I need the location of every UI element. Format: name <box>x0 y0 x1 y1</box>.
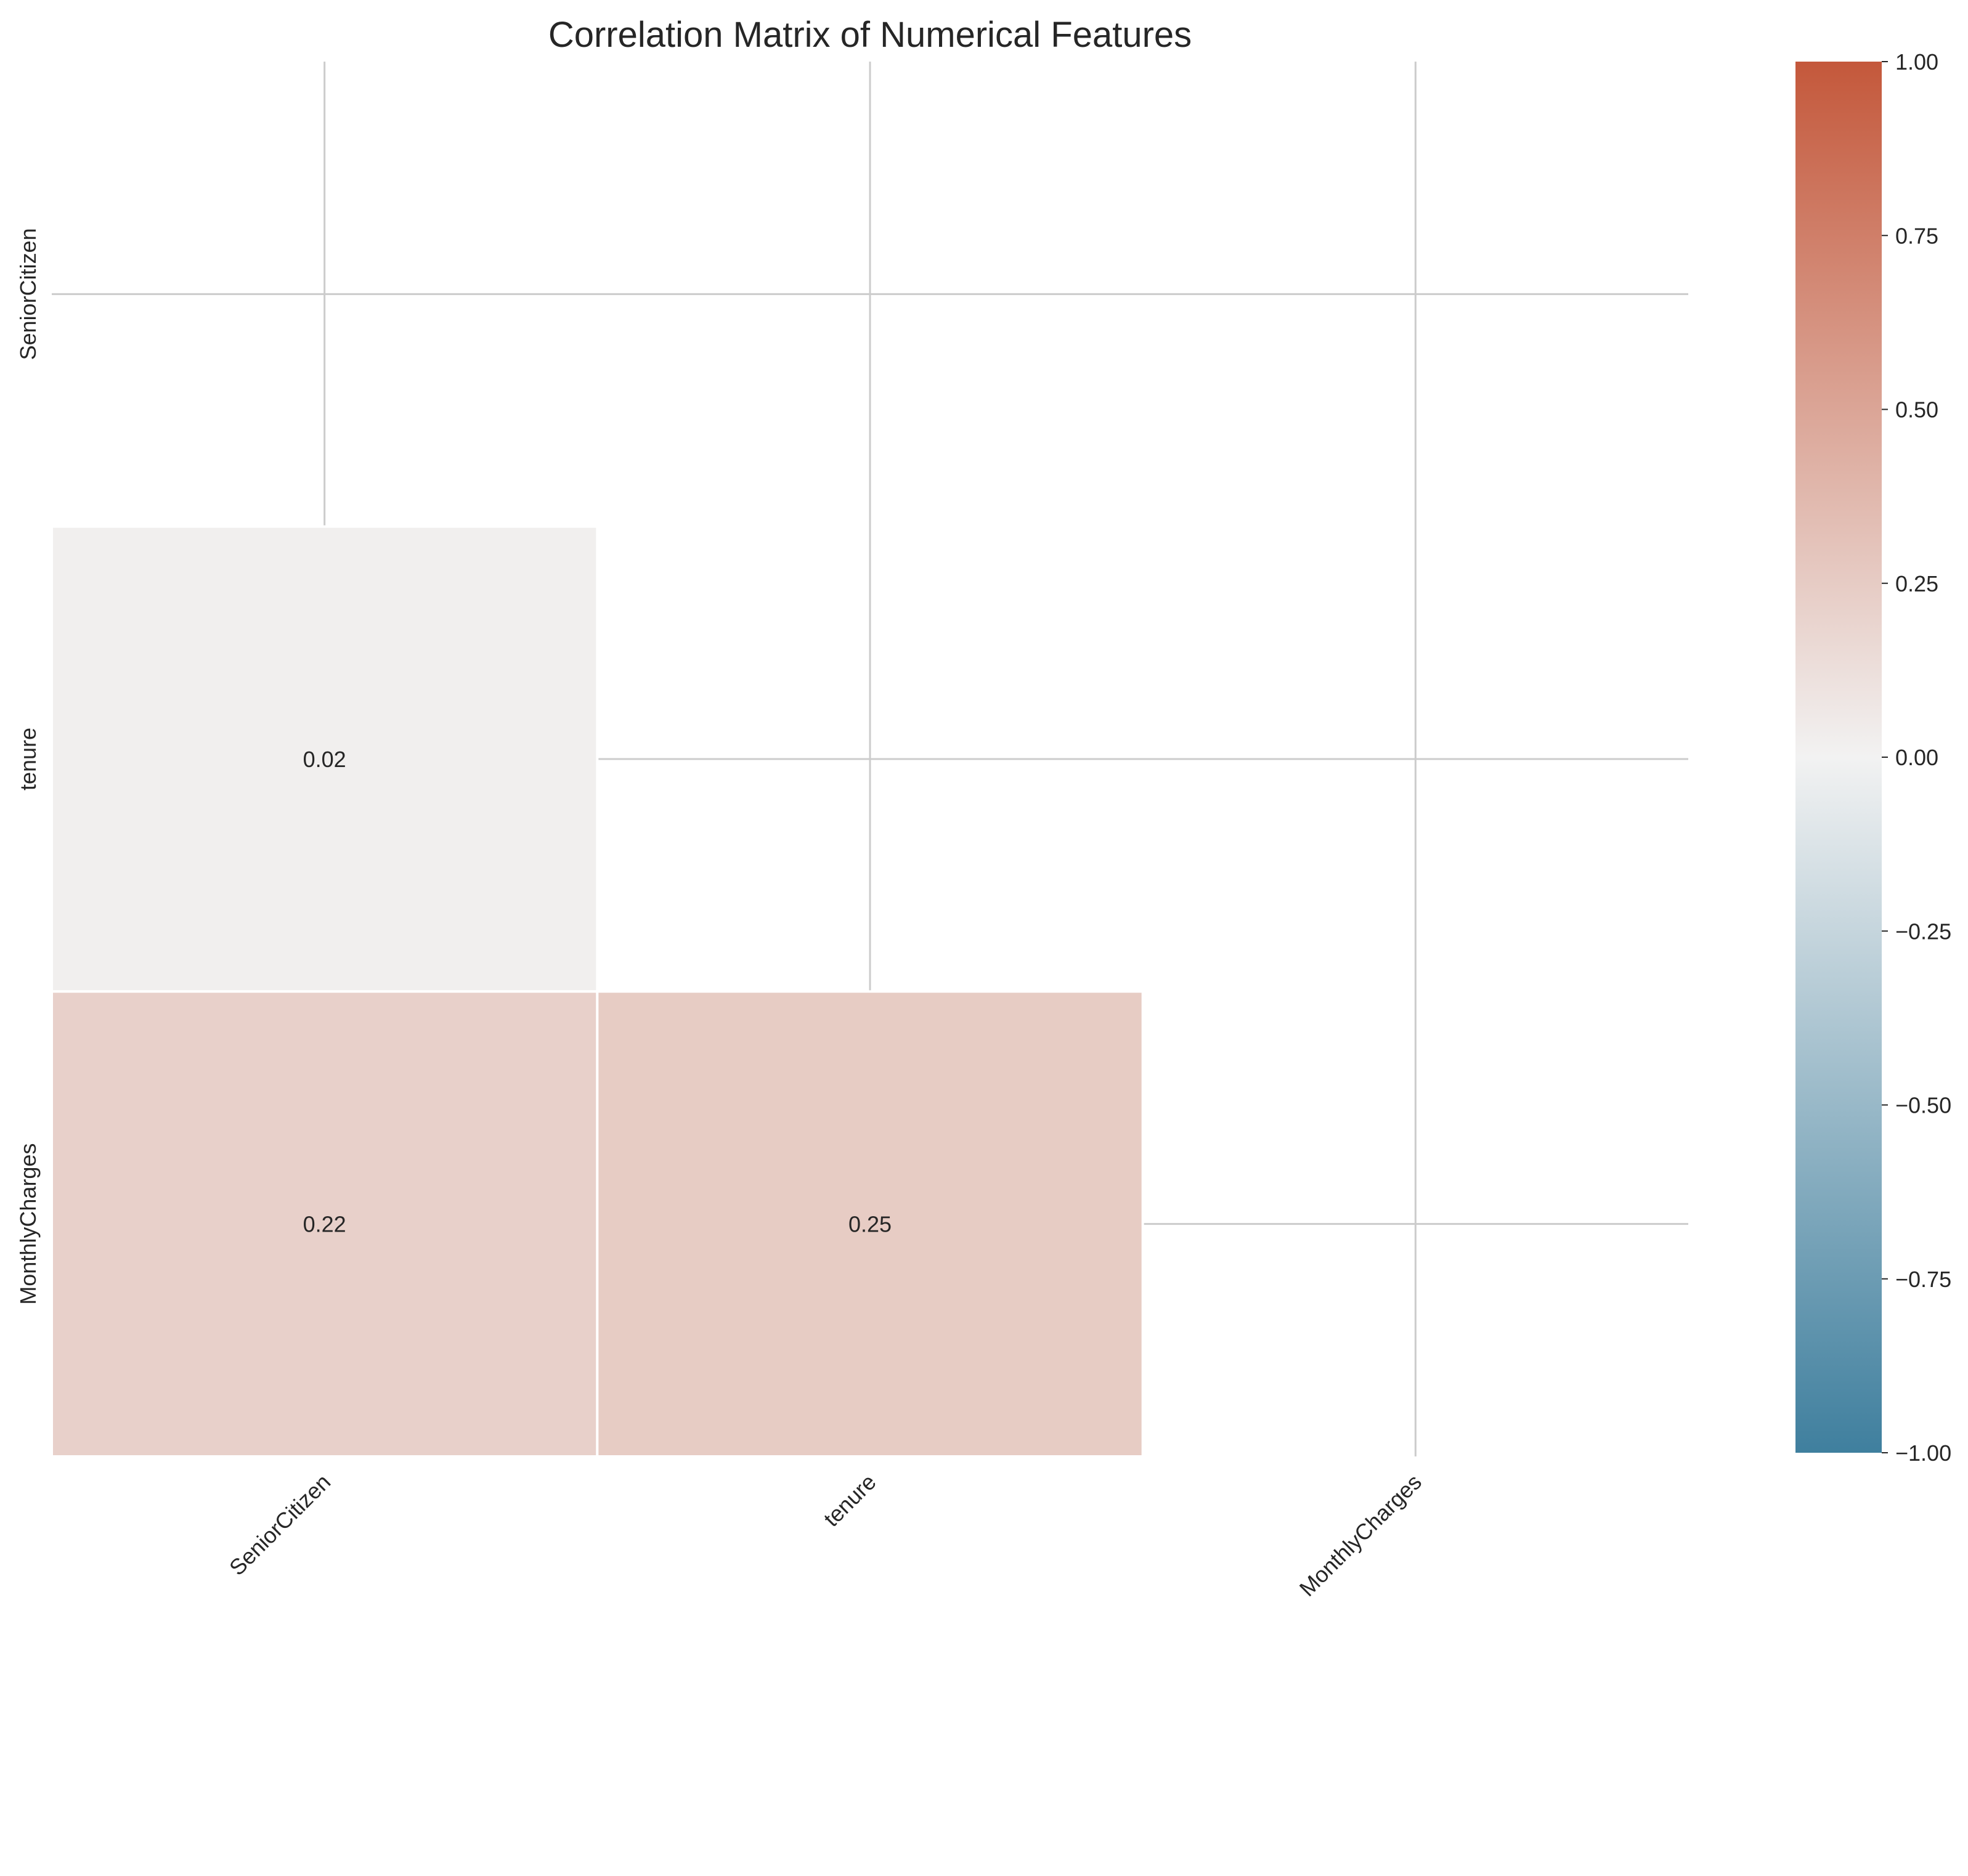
colorbar-tick-label: 0.50 <box>1895 397 1938 423</box>
cell-annotations: 0.02 0.22 0.25 <box>303 747 892 1237</box>
colorbar-tick-label: −0.25 <box>1895 919 1951 944</box>
cell-annotation: 0.22 <box>303 1212 346 1237</box>
heatmap-cell-tenure-SeniorCitizen <box>51 525 599 993</box>
cell-annotation: 0.02 <box>303 747 346 772</box>
colorbar-tick-label: 0.25 <box>1895 571 1938 596</box>
colorbar-tick-label: −0.75 <box>1895 1267 1951 1292</box>
colorbar-tick-label: 1.00 <box>1895 49 1938 75</box>
colorbar-tick-label: −0.50 <box>1895 1093 1951 1118</box>
x-tick-label: MonthlyCharges <box>1295 1469 1426 1601</box>
x-tick-label: tenure <box>818 1469 880 1532</box>
heatmap-cells <box>51 525 1144 1458</box>
y-tick-label: MonthlyCharges <box>15 1143 41 1305</box>
y-tick-labels: SeniorCitizen tenure MonthlyCharges <box>15 228 41 1304</box>
colorbar-tick-label: 0.75 <box>1895 223 1938 248</box>
y-tick-label: SeniorCitizen <box>15 228 41 360</box>
colorbar-tick-label: −1.00 <box>1895 1440 1951 1466</box>
colorbar-tick-label: 0.00 <box>1895 745 1938 770</box>
x-tick-label: SeniorCitizen <box>224 1469 335 1580</box>
x-tick-labels: SeniorCitizen tenure MonthlyCharges <box>224 1469 1426 1601</box>
colorbar-bar <box>1795 62 1882 1453</box>
colorbar: 1.00 0.75 0.50 0.25 0.00 −0.25 −0.50 −0.75 −1.00 <box>1795 49 1951 1466</box>
cell-annotation: 0.25 <box>848 1212 892 1237</box>
chart-title: Correlation Matrix of Numerical Features <box>548 15 1192 55</box>
heatmap-cell-MonthlyCharges-tenure <box>596 990 1144 1458</box>
y-tick-label: tenure <box>15 728 41 790</box>
